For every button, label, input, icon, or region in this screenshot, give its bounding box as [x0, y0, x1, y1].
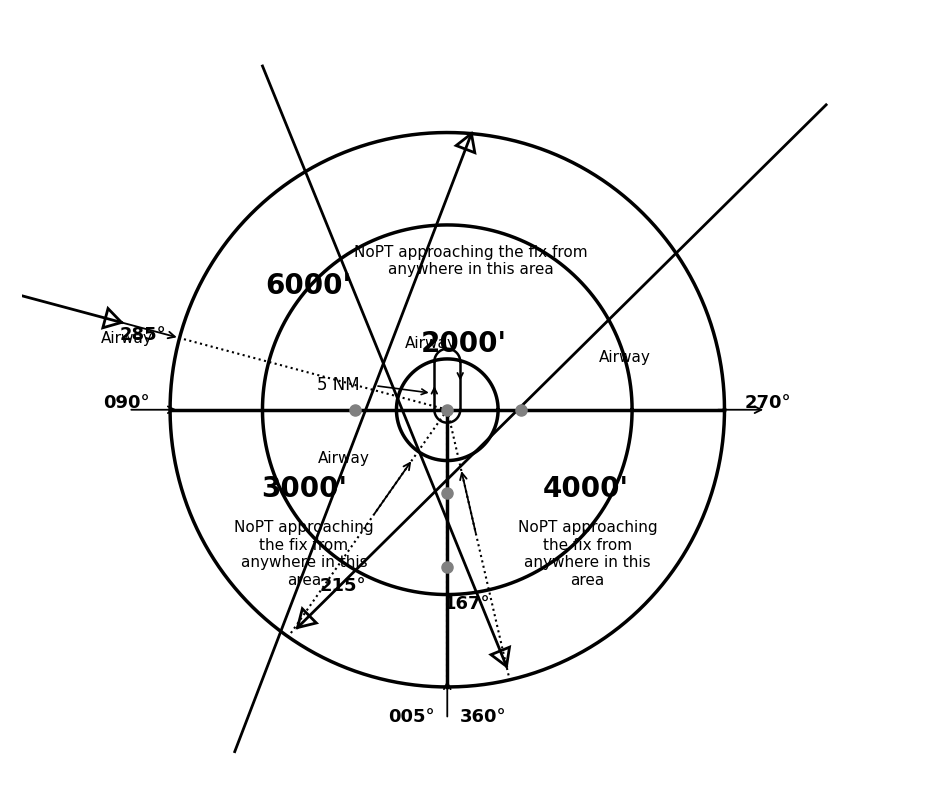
Text: 2000': 2000' — [421, 330, 507, 358]
Text: 360°: 360° — [460, 707, 507, 725]
Text: 285°: 285° — [120, 326, 166, 344]
Text: 005°: 005° — [388, 707, 434, 725]
Text: Airway: Airway — [318, 451, 370, 465]
Text: NoPT approaching
the fix from
anywhere in this
area: NoPT approaching the fix from anywhere i… — [235, 520, 374, 587]
Text: 6000': 6000' — [266, 272, 352, 300]
Text: 3000': 3000' — [261, 475, 347, 503]
Text: 270°: 270° — [745, 394, 791, 412]
Text: 4000': 4000' — [542, 475, 629, 503]
Text: 090°: 090° — [104, 394, 150, 412]
Text: NoPT approaching
the fix from
anywhere in this
area: NoPT approaching the fix from anywhere i… — [518, 520, 657, 587]
Text: 167°: 167° — [444, 594, 490, 613]
Text: 215°: 215° — [319, 577, 366, 594]
Text: NoPT approaching the fix from
anywhere in this area: NoPT approaching the fix from anywhere i… — [353, 245, 587, 277]
Text: Airway: Airway — [598, 350, 651, 365]
Text: Airway: Airway — [405, 336, 457, 351]
Text: 5 NM: 5 NM — [317, 375, 359, 393]
Text: Airway: Airway — [101, 330, 152, 346]
